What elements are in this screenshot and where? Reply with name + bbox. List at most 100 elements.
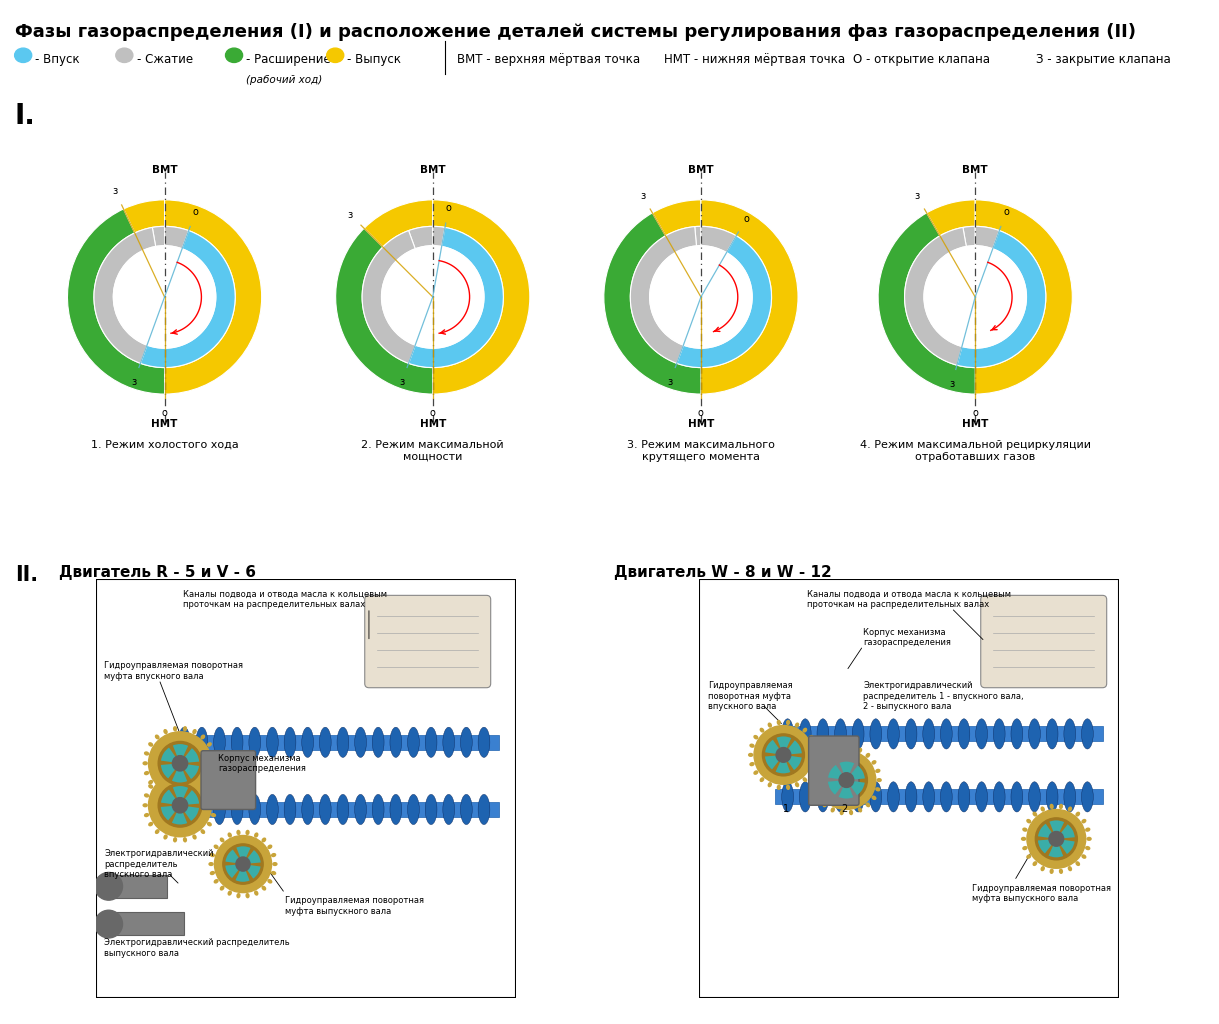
Ellipse shape — [245, 893, 250, 898]
Ellipse shape — [1050, 868, 1053, 874]
Ellipse shape — [144, 794, 149, 798]
FancyBboxPatch shape — [364, 595, 491, 688]
Ellipse shape — [870, 719, 881, 749]
Text: - Впуск: - Впуск — [35, 53, 80, 66]
Ellipse shape — [835, 719, 846, 749]
FancyBboxPatch shape — [201, 751, 256, 809]
Ellipse shape — [781, 781, 794, 812]
Text: о: о — [193, 207, 199, 217]
Ellipse shape — [1023, 846, 1028, 850]
Ellipse shape — [808, 735, 813, 739]
Ellipse shape — [1020, 837, 1026, 841]
Ellipse shape — [975, 781, 987, 812]
Wedge shape — [603, 213, 701, 394]
Bar — [775, 726, 1102, 741]
Ellipse shape — [390, 795, 402, 824]
Ellipse shape — [835, 781, 846, 812]
Ellipse shape — [872, 760, 876, 765]
Wedge shape — [180, 749, 199, 763]
Ellipse shape — [1032, 861, 1037, 866]
Text: з: з — [668, 377, 673, 387]
Ellipse shape — [442, 795, 455, 824]
Ellipse shape — [211, 752, 216, 756]
Ellipse shape — [817, 796, 822, 800]
Ellipse shape — [802, 777, 807, 782]
Ellipse shape — [144, 771, 149, 775]
Ellipse shape — [183, 795, 187, 801]
Ellipse shape — [407, 727, 419, 758]
Text: о: о — [973, 409, 978, 419]
Wedge shape — [677, 236, 772, 368]
Ellipse shape — [228, 891, 232, 896]
Circle shape — [1050, 831, 1064, 846]
Ellipse shape — [786, 720, 790, 725]
Wedge shape — [161, 805, 180, 820]
Text: ВМТ: ВМТ — [688, 165, 714, 175]
Wedge shape — [226, 850, 243, 864]
Ellipse shape — [813, 753, 819, 757]
Ellipse shape — [750, 743, 755, 748]
Ellipse shape — [1026, 854, 1031, 859]
Text: - Сжатие: - Сжатие — [137, 53, 193, 66]
Ellipse shape — [958, 719, 970, 749]
Bar — [108, 874, 167, 898]
Bar — [172, 802, 499, 817]
Ellipse shape — [753, 770, 758, 775]
Text: ВМТ: ВМТ — [962, 165, 989, 175]
Ellipse shape — [923, 719, 935, 749]
Wedge shape — [433, 226, 445, 247]
Wedge shape — [975, 200, 1073, 394]
Ellipse shape — [271, 870, 277, 876]
Ellipse shape — [407, 795, 419, 824]
Ellipse shape — [207, 784, 212, 788]
Ellipse shape — [236, 893, 240, 898]
Text: Гидроуправляемая поворотная
муфта выпускного вала: Гидроуправляемая поворотная муфта выпуск… — [973, 884, 1112, 903]
Wedge shape — [152, 226, 165, 247]
Wedge shape — [165, 226, 189, 249]
Text: II.: II. — [15, 565, 38, 586]
Ellipse shape — [1032, 812, 1037, 816]
Wedge shape — [172, 763, 188, 782]
Ellipse shape — [461, 727, 472, 758]
Ellipse shape — [178, 727, 190, 758]
Ellipse shape — [817, 760, 822, 765]
Text: ВМТ - верхняя мёртвая точка: ВМТ - верхняя мёртвая точка — [457, 53, 640, 66]
Wedge shape — [67, 209, 165, 394]
Ellipse shape — [425, 727, 436, 758]
Ellipse shape — [149, 784, 154, 788]
Ellipse shape — [155, 776, 160, 781]
Ellipse shape — [975, 719, 987, 749]
Ellipse shape — [173, 795, 177, 801]
Ellipse shape — [267, 795, 278, 824]
Text: Электрогидравлический
распределитель 1 - впускного вала,
2 - выпускного вала: Электрогидравлический распределитель 1 -… — [863, 681, 1024, 711]
Wedge shape — [140, 230, 235, 368]
Text: Двигатель W - 8 и W - 12: Двигатель W - 8 и W - 12 — [614, 565, 833, 581]
Circle shape — [1026, 809, 1086, 868]
Wedge shape — [180, 791, 199, 805]
Wedge shape — [828, 765, 846, 780]
Ellipse shape — [372, 795, 384, 824]
Ellipse shape — [302, 727, 313, 758]
Ellipse shape — [800, 781, 811, 812]
Ellipse shape — [823, 803, 828, 807]
Circle shape — [777, 748, 791, 762]
Ellipse shape — [183, 768, 187, 773]
Ellipse shape — [284, 795, 296, 824]
Bar — [108, 912, 184, 936]
Wedge shape — [840, 762, 855, 780]
Wedge shape — [1057, 824, 1075, 839]
Text: Корпус механизма
газораспределения: Корпус механизма газораспределения — [863, 628, 951, 647]
Text: з: з — [112, 186, 118, 197]
Ellipse shape — [795, 782, 800, 787]
Wedge shape — [94, 227, 156, 364]
Ellipse shape — [355, 795, 367, 824]
Ellipse shape — [1041, 866, 1045, 871]
Ellipse shape — [830, 748, 835, 753]
Wedge shape — [775, 755, 790, 773]
Ellipse shape — [958, 781, 970, 812]
Ellipse shape — [211, 813, 216, 817]
Circle shape — [215, 836, 272, 893]
Ellipse shape — [355, 727, 367, 758]
Wedge shape — [243, 850, 261, 864]
Ellipse shape — [196, 727, 207, 758]
